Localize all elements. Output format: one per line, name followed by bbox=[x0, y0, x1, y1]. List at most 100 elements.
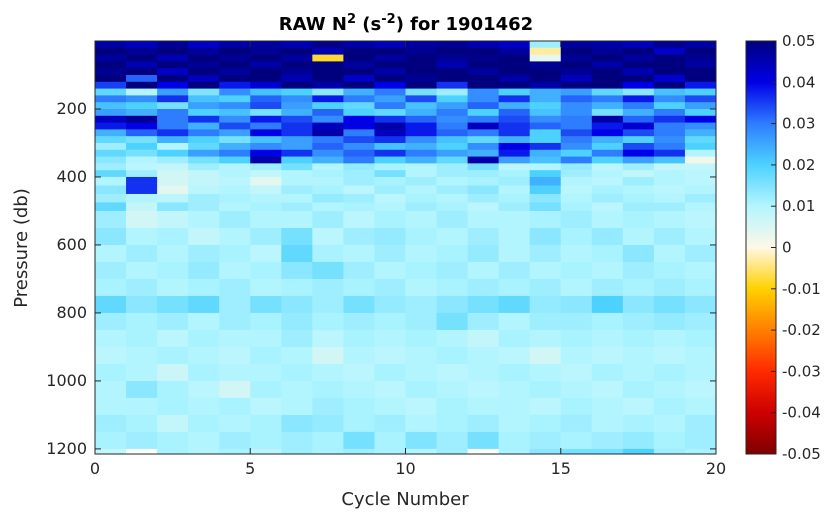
heatmap-cell bbox=[591, 380, 624, 399]
heatmap-cell bbox=[653, 170, 686, 178]
heatmap-cell bbox=[219, 163, 251, 171]
heatmap-cell bbox=[467, 163, 500, 171]
heatmap-cell bbox=[188, 142, 220, 151]
heatmap-cell bbox=[405, 202, 437, 212]
heatmap-cell bbox=[467, 202, 500, 212]
heatmap-cell bbox=[622, 431, 655, 450]
heatmap-cell bbox=[219, 115, 251, 123]
heatmap-cell bbox=[312, 54, 344, 62]
heatmap-cell bbox=[498, 170, 531, 178]
heatmap-cell bbox=[498, 185, 531, 195]
heatmap-cell bbox=[374, 295, 406, 314]
heatmap-cell bbox=[250, 363, 282, 382]
heatmap-cell bbox=[591, 193, 624, 203]
y-axis-label: Pressure (db) bbox=[11, 188, 32, 307]
heatmap-cell bbox=[157, 108, 189, 117]
heatmap-cell bbox=[622, 129, 655, 137]
heatmap-cell bbox=[529, 329, 562, 348]
heatmap-cell bbox=[498, 47, 531, 55]
heatmap-cell bbox=[126, 261, 158, 280]
heatmap-cell bbox=[281, 102, 313, 110]
heatmap-cell bbox=[126, 431, 158, 450]
heatmap-cell bbox=[653, 47, 686, 55]
heatmap-cell bbox=[436, 142, 468, 151]
heatmap-cell bbox=[560, 170, 593, 178]
heatmap-cell bbox=[95, 149, 127, 157]
heatmap-cell bbox=[188, 68, 220, 76]
heatmap-cell bbox=[250, 295, 282, 314]
heatmap-cell bbox=[188, 329, 220, 348]
heatmap-cell bbox=[436, 261, 468, 280]
heatmap-cell bbox=[312, 278, 344, 297]
heatmap-cell bbox=[529, 363, 562, 382]
heatmap-cell bbox=[126, 414, 158, 433]
heatmap-cell bbox=[684, 170, 717, 178]
heatmap-cell bbox=[188, 185, 220, 195]
heatmap-cell bbox=[653, 227, 686, 246]
heatmap-cell bbox=[436, 363, 468, 382]
heatmap-cell bbox=[436, 163, 468, 171]
heatmap-cell bbox=[405, 156, 437, 164]
heatmap-cell bbox=[374, 202, 406, 212]
heatmap-cell bbox=[467, 129, 500, 137]
heatmap-cell bbox=[653, 202, 686, 212]
heatmap-cell bbox=[95, 210, 127, 229]
colorbar-ticks: 0.05 0.04 0.03 0.02 0.01 0 -0.01 -0.02 -0.03 -0.0… bbox=[771, 32, 821, 463]
heatmap-cell bbox=[95, 414, 127, 433]
heatmap-cell bbox=[498, 295, 531, 314]
heatmap-cell bbox=[436, 41, 468, 49]
heatmap-cell bbox=[188, 170, 220, 178]
heatmap-cell bbox=[374, 142, 406, 151]
heatmap-cell bbox=[498, 202, 531, 212]
heatmap-cell bbox=[312, 185, 344, 195]
heatmap-cell bbox=[250, 149, 282, 157]
heatmap-cell bbox=[529, 74, 562, 83]
heatmap-cell bbox=[219, 414, 251, 433]
heatmap-cell bbox=[560, 431, 593, 450]
title-superscript: 2 bbox=[347, 12, 356, 27]
heatmap-cell bbox=[529, 142, 562, 151]
heatmap-cell bbox=[560, 115, 593, 123]
heatmap-cell bbox=[684, 414, 717, 433]
heatmap-cell bbox=[281, 244, 313, 263]
heatmap-cell bbox=[405, 142, 437, 151]
heatmap-cell bbox=[312, 68, 344, 76]
heatmap-cell bbox=[95, 129, 127, 137]
heatmap-cell bbox=[684, 176, 717, 186]
heatmap-cell bbox=[219, 261, 251, 280]
heatmap-cell bbox=[467, 68, 500, 76]
heatmap-cell bbox=[95, 431, 127, 450]
heatmap-cell bbox=[157, 227, 189, 246]
heatmap-cell bbox=[684, 102, 717, 110]
heatmap-cell bbox=[312, 170, 344, 178]
heatmap-cell bbox=[529, 193, 562, 203]
heatmap-cell bbox=[95, 95, 127, 103]
heatmap-cell bbox=[281, 156, 313, 164]
heatmap-cell bbox=[653, 156, 686, 164]
heatmap-cell bbox=[281, 414, 313, 433]
heatmap-cell bbox=[405, 122, 437, 130]
heatmap-cell bbox=[343, 122, 375, 130]
heatmap-cell bbox=[250, 163, 282, 171]
heatmap-cell bbox=[188, 108, 220, 117]
x-tick-label: 20 bbox=[706, 459, 726, 478]
heatmap-cell bbox=[591, 88, 624, 96]
heatmap-cell bbox=[126, 312, 158, 331]
heatmap-cell bbox=[95, 185, 127, 195]
heatmap-cell bbox=[281, 261, 313, 280]
heatmap-cell bbox=[622, 136, 655, 144]
heatmap-cell bbox=[126, 41, 158, 49]
colorbar-tick-label: 0.03 bbox=[782, 115, 815, 133]
heatmap-cell bbox=[684, 122, 717, 130]
heatmap-cell bbox=[405, 149, 437, 157]
heatmap-cell bbox=[436, 122, 468, 130]
heatmap-cell bbox=[250, 414, 282, 433]
heatmap-cell bbox=[312, 115, 344, 123]
heatmap-cell bbox=[312, 295, 344, 314]
heatmap-cell bbox=[374, 210, 406, 229]
heatmap-cell bbox=[436, 61, 468, 69]
heatmap-cell bbox=[622, 170, 655, 178]
heatmap-cell bbox=[498, 149, 531, 157]
heatmap-cell bbox=[591, 397, 624, 416]
heatmap-cell bbox=[653, 431, 686, 450]
